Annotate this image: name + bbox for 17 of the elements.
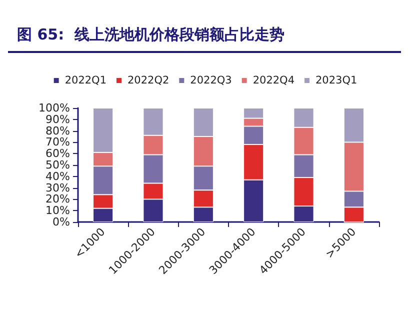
y-tick-label: 80% — [46, 124, 70, 138]
y-tick-label: 30% — [46, 181, 70, 194]
legend-label: 2022Q3 — [190, 74, 232, 86]
y-tick-label: 0% — [52, 216, 70, 228]
y-tick-label: 50% — [46, 158, 70, 172]
chart-title: 图 65: 线上洗地机价格段销额占比走势 — [17, 26, 285, 44]
y-tick-label: 10% — [46, 204, 70, 218]
legend-label: 2022Q4 — [252, 74, 295, 86]
legend-label: 2022Q1 — [64, 74, 107, 86]
y-tick-label: 90% — [46, 112, 70, 126]
y-tick-label: 70% — [46, 136, 70, 149]
y-tick-label: 60% — [46, 147, 70, 160]
y-tick-label: 100% — [38, 102, 70, 114]
y-tick-label: 40% — [46, 170, 70, 183]
legend-label: 2023Q1 — [316, 74, 358, 86]
y-tick-label: 20% — [46, 192, 70, 206]
legend-label: 2022Q2 — [128, 74, 170, 86]
